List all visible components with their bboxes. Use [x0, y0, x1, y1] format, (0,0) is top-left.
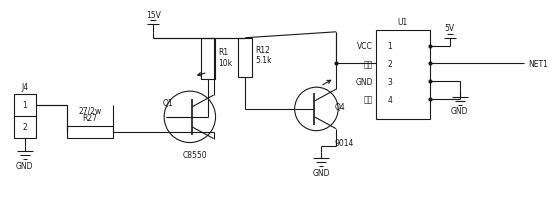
Text: 触发: 触发 — [364, 60, 373, 69]
Text: R1: R1 — [218, 48, 229, 57]
Bar — [376, 31, 430, 119]
Text: NET1: NET1 — [528, 60, 548, 69]
Bar — [14, 95, 36, 138]
Text: 输出: 输出 — [364, 95, 373, 104]
Text: 2: 2 — [387, 60, 392, 69]
Bar — [201, 39, 214, 80]
Text: J4: J4 — [21, 82, 28, 91]
Text: 3: 3 — [387, 77, 392, 86]
Text: R27: R27 — [82, 114, 97, 123]
Bar — [67, 126, 113, 138]
Text: 1: 1 — [387, 42, 392, 51]
Text: U1: U1 — [398, 18, 408, 27]
Text: 2: 2 — [23, 123, 27, 132]
Text: 4: 4 — [387, 95, 392, 104]
Text: C8550: C8550 — [183, 150, 207, 159]
Bar — [238, 39, 252, 78]
Text: GND: GND — [451, 107, 469, 116]
Text: GND: GND — [16, 161, 34, 170]
Text: 9014: 9014 — [334, 138, 354, 147]
Text: VCC: VCC — [357, 42, 373, 51]
Text: Q4: Q4 — [334, 103, 345, 112]
Text: GND: GND — [312, 168, 330, 177]
Text: 5.1k: 5.1k — [255, 56, 272, 65]
Text: 10k: 10k — [218, 59, 233, 68]
Text: GND: GND — [355, 77, 373, 86]
Text: 27/2w: 27/2w — [78, 106, 102, 115]
Text: R12: R12 — [255, 46, 270, 55]
Text: Q1: Q1 — [163, 99, 173, 108]
Text: 5V: 5V — [445, 24, 455, 33]
Text: 1: 1 — [23, 101, 27, 110]
Text: 15V: 15V — [146, 11, 161, 19]
